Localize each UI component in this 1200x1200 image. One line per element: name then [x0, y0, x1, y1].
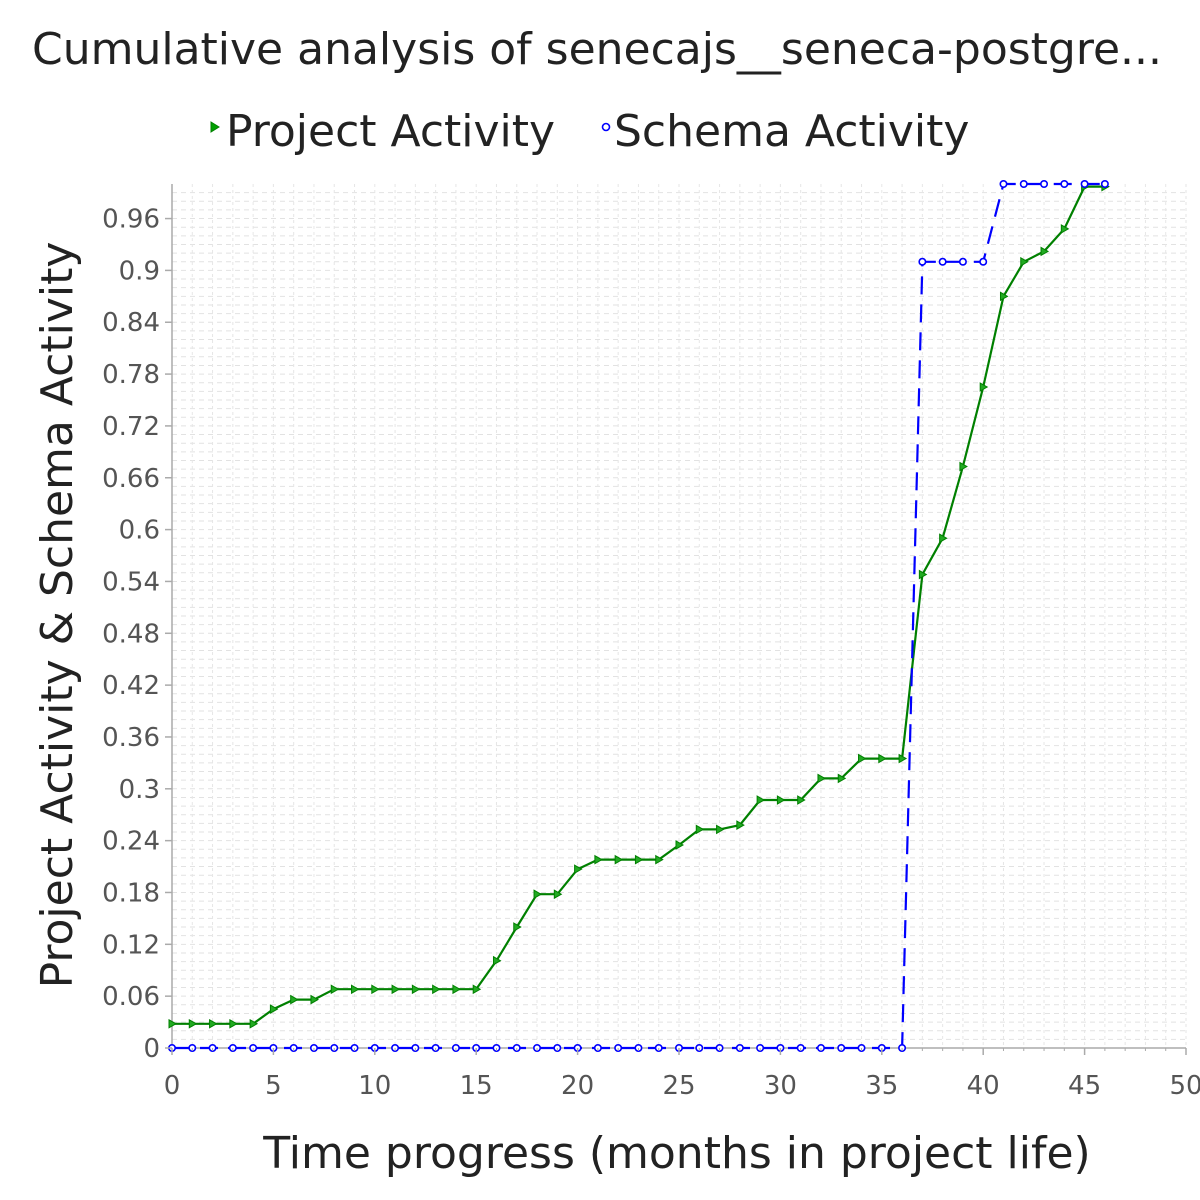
x-tick-label: 50 — [1169, 1071, 1200, 1101]
data-point-project-activity — [229, 1018, 238, 1029]
y-tick-label: 0.96 — [102, 205, 160, 235]
legend-schema-marker — [601, 122, 611, 132]
data-point-project-activity — [695, 824, 705, 835]
y-tick-label: 0.24 — [102, 827, 160, 857]
y-tick-label: 0.6 — [119, 516, 160, 546]
data-point-schema-activity — [938, 257, 947, 266]
y-tick-label: 0.18 — [102, 878, 160, 908]
data-point-project-activity — [371, 984, 380, 995]
data-point-project-activity — [837, 773, 847, 784]
data-point-project-activity — [918, 569, 928, 580]
data-point-project-activity — [716, 824, 725, 835]
data-point-project-activity — [999, 291, 1009, 302]
data-point-project-activity — [168, 1018, 178, 1029]
data-point-project-activity — [188, 1018, 198, 1029]
data-point-project-activity — [310, 994, 319, 1005]
data-point-project-activity — [898, 753, 908, 764]
y-tick-label: 0.66 — [102, 464, 160, 494]
x-tick-label: 35 — [865, 1071, 898, 1101]
y-tick-label: 0 — [143, 1034, 160, 1064]
data-point-project-activity — [269, 1004, 279, 1014]
plot-area: 0 5 10 15 20 25 30 35 40 45 50 0 0.06 0.12 0.18 0.24 0.… — [102, 180, 1200, 1101]
x-tick-label: 10 — [358, 1071, 391, 1101]
data-point-schema-activity — [1060, 180, 1069, 189]
data-point-project-activity — [878, 753, 887, 764]
data-point-schema-activity — [999, 180, 1008, 189]
data-point-project-activity — [432, 984, 441, 995]
legend-label-schema-activity: Schema Activity — [614, 106, 969, 157]
y-tick-label: 0.42 — [102, 671, 160, 701]
data-point-project-activity — [472, 984, 482, 995]
data-point-project-activity — [797, 795, 806, 805]
data-point-project-activity — [817, 773, 826, 784]
y-axis-ticks: 0 0.06 0.12 0.18 0.24 0.3 0.36 0.42 0.48 0.54 0.6 0… — [102, 205, 172, 1064]
data-point-project-activity — [249, 1018, 259, 1029]
data-point-project-activity — [1020, 256, 1029, 267]
data-point-project-activity — [513, 922, 522, 932]
y-tick-label: 0.9 — [119, 256, 160, 286]
y-tick-label: 0.3 — [119, 775, 160, 805]
data-point-project-activity — [736, 820, 745, 830]
data-point-project-activity — [533, 889, 543, 900]
chart-title: Cumulative analysis of senecajs__seneca-… — [32, 24, 1162, 75]
x-axis-ticks: 0 5 10 15 20 25 30 35 40 45 50 — [164, 1048, 1200, 1101]
x-tick-label: 45 — [1068, 1071, 1101, 1101]
data-point-project-activity — [776, 795, 786, 805]
data-point-project-activity — [959, 461, 968, 472]
data-point-project-activity — [655, 854, 664, 865]
x-tick-label: 40 — [967, 1071, 1000, 1101]
series-line-schema-activity — [172, 182, 1105, 1050]
x-tick-label: 20 — [561, 1071, 594, 1101]
legend: Project Activity Schema Activity — [210, 106, 969, 157]
data-point-project-activity — [351, 984, 360, 995]
data-point-project-activity — [1060, 224, 1070, 234]
data-point-project-activity — [858, 753, 867, 764]
data-point-project-activity — [330, 984, 340, 995]
y-axis-label: Project Activity & Schema Activity — [32, 242, 83, 989]
y-tick-label: 0.48 — [102, 619, 160, 649]
x-axis-label: Time progress (months in project life) — [262, 1128, 1090, 1179]
x-tick-label: 5 — [265, 1071, 282, 1101]
data-point-schema-activity — [1040, 180, 1049, 189]
x-tick-label: 25 — [662, 1071, 695, 1101]
data-point-project-activity — [979, 382, 989, 392]
data-point-project-activity — [553, 889, 563, 900]
data-point-project-activity — [492, 955, 502, 966]
data-point-project-activity — [411, 984, 421, 995]
data-point-project-activity — [452, 984, 461, 995]
y-tick-label: 0.78 — [102, 360, 160, 390]
y-tick-label: 0.84 — [102, 308, 160, 338]
y-tick-label: 0.72 — [102, 412, 160, 442]
y-tick-label: 0.06 — [102, 982, 160, 1012]
grid — [172, 184, 1187, 1048]
y-tick-label: 0.12 — [102, 930, 160, 960]
data-point-project-activity — [594, 854, 603, 865]
data-point-project-activity — [574, 864, 583, 875]
data-point-project-activity — [614, 854, 624, 865]
x-tick-label: 30 — [764, 1071, 797, 1101]
y-tick-label: 0.36 — [102, 723, 160, 753]
data-point-schema-activity — [918, 257, 927, 266]
data-point-project-activity — [634, 854, 644, 865]
data-point-project-activity — [939, 533, 948, 544]
data-point-project-activity — [675, 840, 685, 850]
legend-label-project-activity: Project Activity — [226, 106, 555, 157]
data-point-schema-activity — [958, 257, 967, 266]
data-point-project-activity — [391, 984, 401, 995]
data-point-schema-activity — [1100, 180, 1109, 189]
data-point-project-activity — [209, 1018, 218, 1029]
data-point-schema-activity — [979, 257, 988, 266]
legend-project-marker — [210, 121, 220, 133]
data-point-project-activity — [290, 994, 299, 1005]
data-point-project-activity — [756, 795, 766, 805]
y-tick-label: 0.54 — [102, 567, 160, 597]
x-tick-label: 15 — [460, 1071, 493, 1101]
data-point-project-activity — [1040, 246, 1050, 257]
data-point-schema-activity — [1019, 180, 1028, 189]
data-point-schema-activity — [1080, 180, 1089, 189]
x-tick-label: 0 — [164, 1071, 181, 1101]
